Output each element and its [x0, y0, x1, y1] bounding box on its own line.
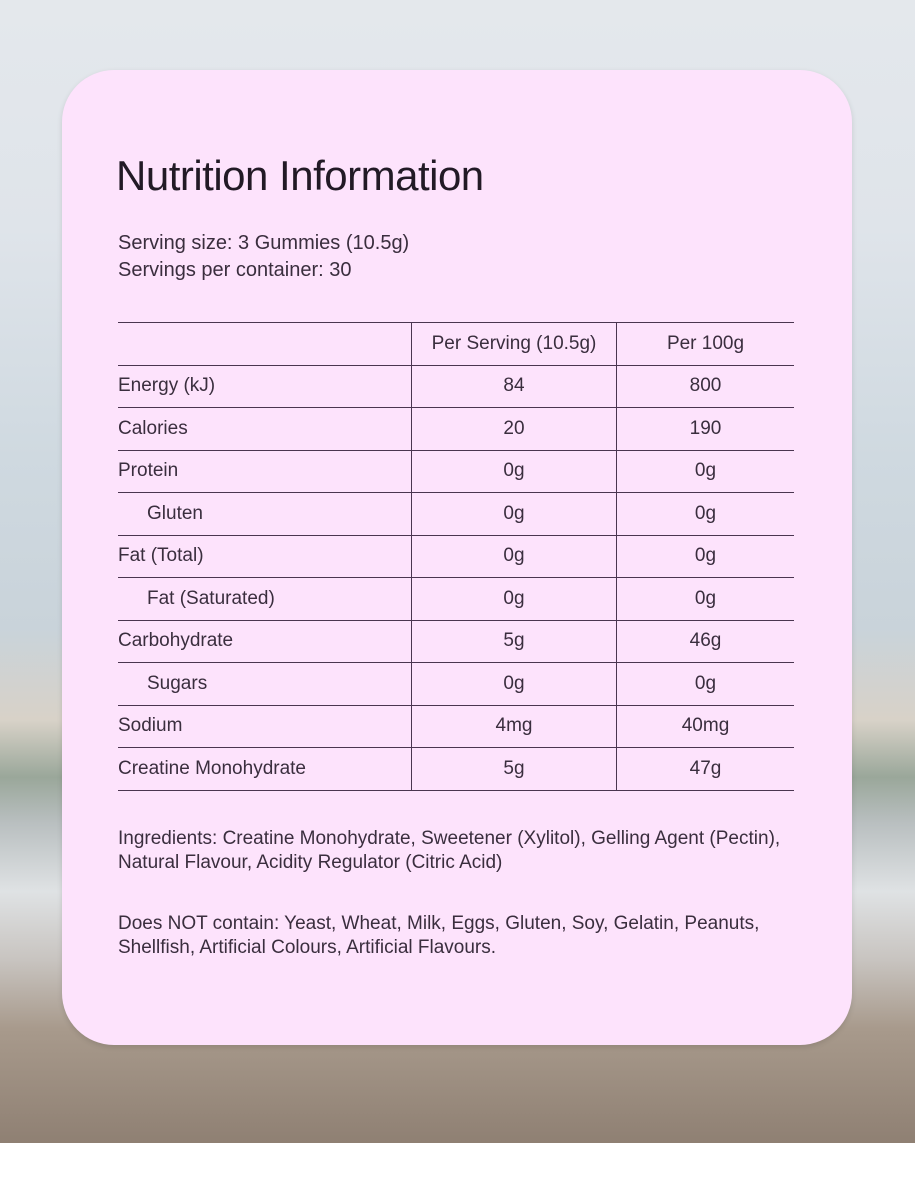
nutrient-name: Protein — [118, 449, 412, 493]
per-100g-value: 800 — [616, 364, 794, 408]
table-row: Carbohydrate 5g 46g — [118, 619, 794, 663]
table-row: Fat (Saturated) 0g 0g — [118, 577, 794, 620]
page-title: Nutrition Information — [116, 152, 484, 199]
table-row: Sodium 4mg 40mg — [118, 704, 794, 748]
header-nutrient — [118, 322, 412, 365]
servings-per-container: Servings per container: 30 — [118, 259, 352, 281]
nutrient-name: Sugars — [118, 662, 412, 705]
per-serving-value: 0g — [411, 577, 617, 620]
table-header-row: Per Serving (10.5g) Per 100g — [118, 322, 794, 365]
nutrient-name: Energy (kJ) — [118, 364, 412, 408]
per-100g-value: 47g — [616, 747, 794, 791]
per-100g-value: 0g — [616, 577, 794, 620]
header-per-serving: Per Serving (10.5g) — [411, 322, 617, 365]
per-100g-value: 190 — [616, 407, 794, 450]
per-100g-value: 46g — [616, 619, 794, 663]
per-100g-value: 0g — [616, 492, 794, 535]
nutrient-name: Carbohydrate — [118, 619, 412, 663]
per-serving-value: 0g — [411, 662, 617, 705]
table-row: Calories 20 190 — [118, 407, 794, 450]
nutrient-name: Calories — [118, 407, 412, 450]
per-serving-value: 4mg — [411, 704, 617, 748]
ingredients-text: Ingredients: Creatine Monohydrate, Sweet… — [118, 828, 781, 873]
table-row: Protein 0g 0g — [118, 449, 794, 493]
per-serving-value: 0g — [411, 449, 617, 493]
allergen-free-text: Does NOT contain: Yeast, Wheat, Milk, Eg… — [118, 913, 760, 958]
table-row: Gluten 0g 0g — [118, 492, 794, 535]
per-serving-value: 84 — [411, 364, 617, 408]
table-row: Energy (kJ) 84 800 — [118, 364, 794, 408]
table-row: Fat (Total) 0g 0g — [118, 534, 794, 578]
header-per-100g: Per 100g — [616, 322, 794, 365]
table-row: Sugars 0g 0g — [118, 662, 794, 705]
per-100g-value: 40mg — [616, 704, 794, 748]
table-row: Creatine Monohydrate 5g 47g — [118, 747, 794, 791]
per-serving-value: 0g — [411, 492, 617, 535]
serving-info: Serving size: 3 Gummies (10.5g) Servings… — [118, 230, 409, 284]
serving-size: Serving size: 3 Gummies (10.5g) — [118, 232, 410, 254]
nutrient-name: Gluten — [118, 492, 412, 535]
nutrient-name: Fat (Saturated) — [118, 577, 412, 620]
per-serving-value: 20 — [411, 407, 617, 450]
per-serving-value: 5g — [411, 747, 617, 791]
per-100g-value: 0g — [616, 534, 794, 578]
nutrition-table: Per Serving (10.5g) Per 100g Energy (kJ)… — [118, 322, 794, 791]
per-serving-value: 5g — [411, 619, 617, 663]
per-100g-value: 0g — [616, 662, 794, 705]
nutrient-name: Sodium — [118, 704, 412, 748]
per-100g-value: 0g — [616, 449, 794, 493]
nutrient-name: Fat (Total) — [118, 534, 412, 578]
per-serving-value: 0g — [411, 534, 617, 578]
nutrient-name: Creatine Monohydrate — [118, 747, 412, 791]
nutrition-card: Nutrition Information Serving size: 3 Gu… — [62, 70, 852, 1045]
